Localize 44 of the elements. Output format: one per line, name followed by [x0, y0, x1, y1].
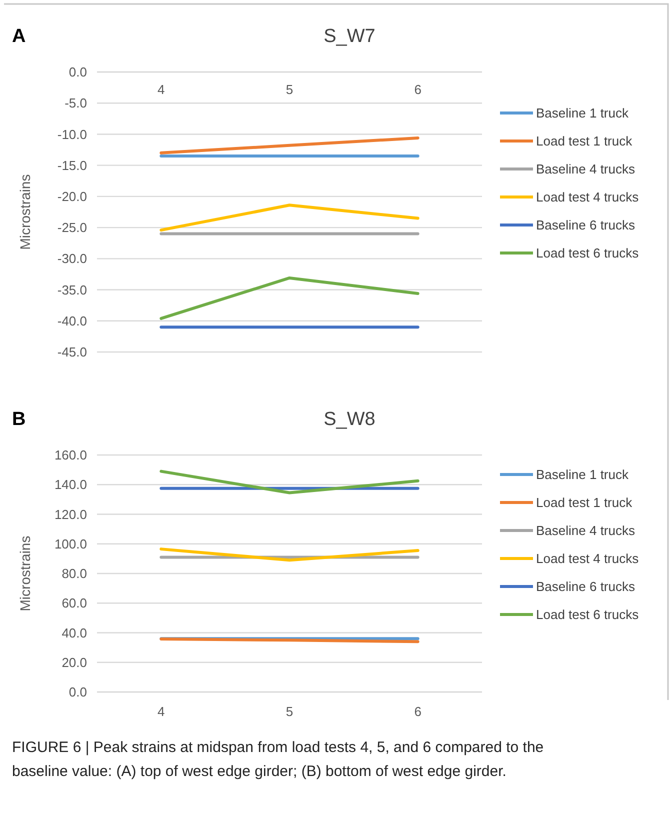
legend-label: Baseline 6 trucks [536, 579, 636, 594]
chart-title: S_W7 [324, 26, 376, 47]
legend-label: Load test 4 trucks [536, 551, 640, 566]
chart-title: S_W8 [324, 409, 376, 430]
legend-label: Load test 1 truck [536, 495, 633, 510]
y-tick-label: -35.0 [57, 282, 87, 298]
y-tick-label: 40.0 [62, 625, 87, 640]
text: B [12, 409, 26, 430]
y-tick-label: 60.0 [62, 596, 87, 611]
y-axis-title: Microstrains [17, 174, 33, 250]
y-tick-label: -15.0 [57, 158, 87, 173]
y-tick-label: -45.0 [57, 344, 87, 360]
x-tick-label: 5 [286, 704, 294, 719]
legend-label: Load test 6 trucks [536, 246, 640, 261]
y-tick-label: 100.0 [54, 536, 87, 552]
y-tick-label: -5.0 [64, 96, 87, 111]
text: A [12, 26, 26, 47]
y-axis-title: Microstrains [17, 536, 33, 612]
legend-label: Baseline 1 truck [536, 106, 629, 121]
legend-label: Baseline 1 truck [536, 467, 629, 482]
legend-label: Load test 1 truck [536, 134, 633, 149]
x-tick-label: 5 [286, 82, 294, 97]
legend-label: Load test 6 trucks [536, 607, 640, 622]
y-tick-label: -10.0 [57, 126, 87, 142]
y-tick-label: 160.0 [54, 448, 87, 463]
x-tick-label: 6 [414, 82, 422, 97]
x-tick-label: 6 [414, 704, 422, 719]
y-tick-label: -40.0 [57, 313, 87, 328]
caption: FIGURE 6 | Peak strains at midspan from load tests 4, 5, and 6 compared to the baseline value: (A) top of west edge girder; (B) bottom of west edge girder. [12, 739, 544, 780]
y-tick-label: -30.0 [57, 251, 87, 266]
x-tick-label: 4 [158, 704, 165, 719]
y-tick-label: -25.0 [57, 220, 87, 236]
legend-label: Load test 4 trucks [536, 190, 640, 205]
y-tick-label: 0.0 [68, 64, 87, 80]
y-tick-label: 20.0 [62, 654, 87, 670]
y-tick-label: 80.0 [62, 566, 87, 582]
y-tick-label: 120.0 [54, 506, 87, 522]
y-tick-label: -20.0 [57, 188, 87, 204]
legend-label: Baseline 4 trucks [536, 162, 636, 177]
y-tick-label: 0.0 [68, 684, 87, 700]
x-tick-label: 4 [158, 82, 165, 97]
y-tick-label: 140.0 [54, 477, 87, 492]
legend-label: Baseline 6 trucks [536, 218, 636, 233]
legend-label: Baseline 4 trucks [536, 523, 636, 538]
